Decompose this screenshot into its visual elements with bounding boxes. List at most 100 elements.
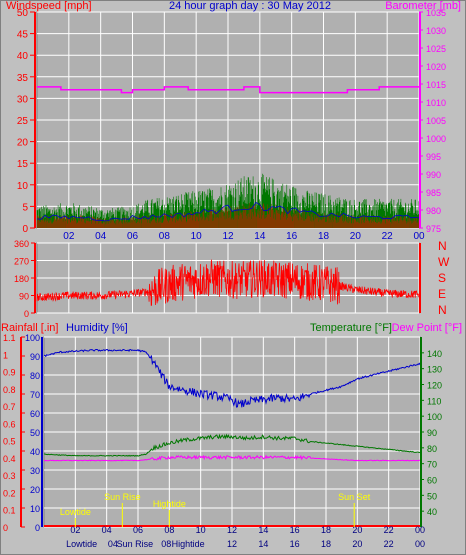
windspeed-tick-label: 45 — [17, 30, 29, 41]
rainfall-tick-label: 0.5 — [3, 437, 16, 447]
hour-tick-label: 14 — [258, 525, 268, 535]
rainfall-tick-label: 0.2 — [3, 488, 16, 498]
windspeed-tick-label: 50 — [17, 8, 29, 19]
wind-average-line — [36, 201, 420, 222]
hour-tick-label: 02 — [63, 231, 75, 242]
dir-label-n-bottom: N — [438, 303, 447, 317]
rainfall-tick-label: 1.1 — [3, 333, 16, 343]
wind-direction-panel: 0 90 180 270 360 N W S E N — [14, 239, 450, 319]
graph-title: 24 hour graph day : 30 May 2012 — [169, 0, 331, 12]
barometer-tick-label: 980 — [426, 206, 441, 216]
rainfall-tick-label: 0.4 — [3, 454, 16, 464]
tide-sun-markers: Lowtide Sun Rise Hightide Sun Set — [60, 492, 371, 527]
marker-label: Sun Rise — [104, 492, 141, 502]
humidity-tick-label: 70 — [30, 390, 40, 400]
dir-label-s: S — [438, 271, 446, 285]
temperature-tick-label: 40 — [427, 507, 437, 517]
humidity-label: Humidity [%] — [66, 322, 128, 334]
humidity-line — [43, 348, 421, 408]
barometer-tick-label: 1035 — [426, 8, 446, 18]
temperature-tick-label: 70 — [427, 460, 437, 470]
windspeed-tick-label: 25 — [17, 116, 29, 127]
rain-humidity-temp-grid — [44, 336, 421, 528]
hour-tick-label: 16 — [290, 525, 300, 535]
bottom-x-label: Lowtide — [66, 539, 97, 549]
rain-humidity-temp-series — [43, 348, 421, 527]
hour-tick-label: 22 — [384, 525, 394, 535]
temperature-label: Temperature [°F] — [310, 322, 392, 334]
direction-tick-label: 270 — [14, 257, 29, 267]
marker-label: Sun Set — [338, 492, 371, 502]
windspeed-tick-label: 30 — [17, 94, 29, 105]
windspeed-tick-label: 40 — [17, 51, 29, 62]
rainfall-tick-label: 0.6 — [3, 419, 16, 429]
hour-tick-label: 00 — [413, 231, 425, 242]
humidity-tick-label: 10 — [30, 504, 40, 514]
temperature-tick-label: 50 — [427, 491, 437, 501]
hour-tick-label: 16 — [286, 231, 298, 242]
hour-tick-label: 06 — [133, 525, 143, 535]
humidity-tick-label: 40 — [30, 447, 40, 457]
hour-tick-label: 12 — [222, 231, 234, 242]
humidity-tick-label: 50 — [30, 428, 40, 438]
dir-label-n-top: N — [438, 239, 447, 253]
direction-tick-label: 0 — [24, 309, 29, 319]
barometer-tick-label: 1015 — [426, 80, 446, 90]
bottom-x-label: 12 — [227, 539, 237, 549]
bottom-x-label: 18 — [321, 539, 331, 549]
barometer-line — [37, 86, 419, 94]
barometer-tick-label: 1010 — [426, 98, 446, 108]
hour-tick-label: 04 — [102, 525, 112, 535]
barometer-tick-label: 995 — [426, 152, 441, 162]
bottom-x-label: 20 — [352, 539, 362, 549]
bottom-x-label: 00 — [415, 539, 425, 549]
wind-direction-series — [36, 259, 420, 306]
bottom-x-label: 14 — [258, 539, 268, 549]
wind-baro-axes: 0510152025303540455097598098599099510001… — [17, 8, 446, 242]
rainfall-label: Rainfall [.in] — [1, 322, 58, 334]
dir-label-e: E — [438, 287, 446, 301]
wind-speed-bars — [36, 202, 420, 228]
windspeed-tick-label: 0 — [22, 224, 28, 235]
rain-humidity-temp-axes: 0 0.1 0.2 0.3 0.4 0.5 0.6 0.7 0.8 0.9 1 1.1 0 10 20 30 4… — [3, 333, 442, 535]
rainfall-tick-label: 0.9 — [3, 368, 16, 378]
humidity-tick-label: 60 — [30, 409, 40, 419]
bottom-x-label: 08 — [161, 539, 171, 549]
humidity-tick-label: 0 — [35, 523, 40, 533]
barometer-tick-label: 1005 — [426, 116, 446, 126]
bottom-x-label: Sun Rise — [117, 539, 154, 549]
bottom-x-label: Hightide — [172, 539, 205, 549]
humidity-tick-label: 90 — [30, 352, 40, 362]
wind-baro-panel: 0510152025303540455097598098599099510001… — [17, 8, 446, 242]
humidity-tick-label: 30 — [30, 466, 40, 476]
temperature-tick-label: 60 — [427, 476, 437, 486]
hour-tick-label: 06 — [127, 231, 139, 242]
hour-tick-label: 18 — [321, 525, 331, 535]
bottom-x-label: 16 — [290, 539, 300, 549]
hour-tick-label: 20 — [352, 525, 362, 535]
direction-tick-label: 360 — [14, 239, 29, 249]
windspeed-tick-label: 10 — [17, 181, 29, 192]
hour-tick-label: 22 — [382, 231, 394, 242]
temperature-line — [43, 433, 421, 457]
windspeed-tick-label: 15 — [17, 159, 29, 170]
barometer-tick-label: 990 — [426, 170, 441, 180]
hour-tick-label: 10 — [196, 525, 206, 535]
rainfall-tick-label: 1 — [3, 350, 8, 360]
temperature-tick-label: 130 — [427, 365, 442, 375]
hour-tick-label: 04 — [95, 231, 107, 242]
barometer-tick-label: 1000 — [426, 134, 446, 144]
barometer-tick-label: 1025 — [426, 44, 446, 54]
hour-tick-label: 00 — [415, 525, 425, 535]
hour-tick-label: 08 — [159, 231, 171, 242]
dir-label-w: W — [438, 255, 450, 269]
barometer-tick-label: 1030 — [426, 26, 446, 36]
temperature-tick-label: 120 — [427, 381, 442, 391]
temperature-tick-label: 140 — [427, 349, 442, 359]
hour-tick-label: 20 — [350, 231, 362, 242]
hour-tick-label: 10 — [191, 231, 203, 242]
dewpoint-label: Dew Point [°F] — [392, 322, 462, 334]
